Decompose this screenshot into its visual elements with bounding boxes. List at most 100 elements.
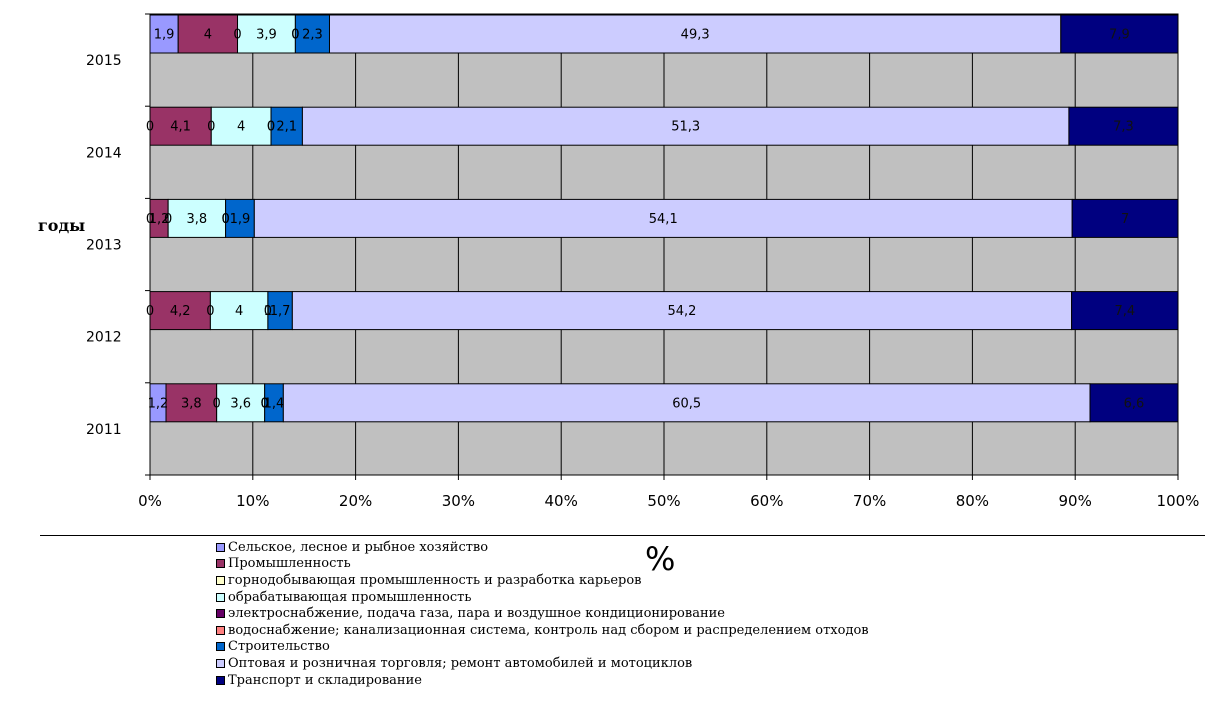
data-label: 0 [267,120,275,135]
bar-segment [282,383,1091,423]
data-label: 54,1 [649,212,678,227]
legend-swatch [216,559,225,569]
legend-swatch [216,542,225,552]
legend-label: Сельское, лесное и рыбное хозяйство [228,539,489,555]
x-tick-label: 10% [236,492,269,510]
data-label: 7,4 [1114,304,1135,319]
data-label: 0 [221,212,229,227]
data-label: 1,9 [230,212,251,227]
data-label: 0 [207,120,215,135]
legend-item: водоснабжение; канализационная система, … [216,622,869,639]
data-label: 0 [267,120,275,135]
x-axis-title: % [645,540,676,578]
chart-legend: Сельское, лесное и рыбное хозяйство Промы… [216,539,869,688]
legend-swatch [216,642,225,652]
legend-item: Промышленность [216,556,869,573]
legend-item: Сельское, лесное и рыбное хозяйство [216,539,869,556]
legend-swatch [216,658,225,668]
legend-item: Оптовая и розничная торговля; ремонт авт… [216,655,869,672]
data-label: 0 [164,212,172,227]
legend-label: Строительство [228,639,330,655]
category-label: 2013 [86,238,122,254]
bar-segment [165,383,218,423]
legend-item: Строительство [216,639,869,656]
legend-swatch [216,625,225,635]
legend-swatch [216,575,225,585]
bar-segment [1068,106,1179,146]
data-label: 1,9 [154,28,175,43]
x-tick-label: 70% [853,492,886,510]
data-label: 1,7 [270,304,291,319]
legend-label: электроснабжение, подача газа, пара и во… [228,606,725,622]
data-label: 2,1 [276,120,297,135]
data-label: 0 [206,304,214,319]
bar-segment [225,198,255,238]
data-label: 1,2 [149,212,170,227]
legend-divider [40,535,1205,536]
x-tick-label: 20% [339,492,372,510]
bar-segment [149,291,211,331]
legend-label: горнодобывающая промышленность и разрабо… [228,572,642,588]
data-label: 6,6 [1124,396,1145,411]
data-label: 0 [291,28,299,43]
bar-segment [301,106,1070,146]
category-label: 2012 [86,330,122,346]
data-label: 4 [235,304,243,319]
x-tick-label: 60% [750,492,783,510]
bar-segment [177,14,239,54]
category-label: 2015 [86,53,122,69]
data-label: 7 [1121,212,1129,227]
data-label: 1 [264,304,272,319]
data-label: 1,2 [148,396,169,411]
data-label: 54,2 [667,304,696,319]
data-label: 0 [233,28,241,43]
legend-swatch [216,675,225,685]
data-label: 0 [261,396,269,411]
bar-segment [1071,291,1179,331]
legend-item: обрабатывающая промышленность [216,589,869,606]
data-label: 60,5 [672,396,701,411]
data-label: 3,9 [256,28,277,43]
bar-segment [270,106,303,146]
data-label: 4 [237,120,245,135]
data-label: 51,3 [671,120,700,135]
data-label: 0 [213,396,221,411]
bar-segment [149,14,179,54]
data-label: 1,4 [264,396,285,411]
bar-segment [216,383,266,423]
bar-segment [237,14,296,54]
data-label: 0 [261,396,269,411]
legend-label: Оптовая и розничная торговля; ремонт авт… [228,655,693,671]
legend-swatch [216,592,225,602]
x-tick-label: 80% [956,492,989,510]
data-label: 3,8 [187,212,208,227]
data-label: 4,1 [170,120,191,135]
data-label: 7,3 [1113,120,1134,135]
legend-label: Промышленность [228,556,351,572]
bar-segment [1089,383,1179,423]
legend-label: Транспорт и складирование [228,672,422,688]
bar-segment [1060,14,1179,54]
bar-segment [294,14,330,54]
y-axis-title: годы [38,216,86,235]
x-tick-label: 90% [1059,492,1092,510]
bar-segment [253,198,1073,238]
x-tick-label: 30% [442,492,475,510]
data-label: 49,3 [681,28,710,43]
data-label: 4 [204,28,212,43]
bar-segment [267,291,293,331]
stacked-bar-chart: 1,2 3,8 0 3,6 001,4 60,5 6,60 4,2 0 4 011,7 54,2 7,4… [86,13,1199,510]
category-label: 2011 [86,422,122,438]
legend-item: электроснабжение, подача газа, пара и во… [216,605,869,622]
data-label: 0 [291,28,299,43]
bar-segment [328,14,1062,54]
legend-item: горнодобывающая промышленность и разрабо… [216,572,869,589]
bar-segment [209,291,269,331]
data-label: 3,6 [230,396,251,411]
bar-segment [149,106,212,146]
data-label: 4,2 [170,304,191,319]
bar-segment [210,106,272,146]
data-label: 3,8 [181,396,202,411]
legend-item: Транспорт и складирование [216,672,869,689]
data-label: 0 [264,304,272,319]
